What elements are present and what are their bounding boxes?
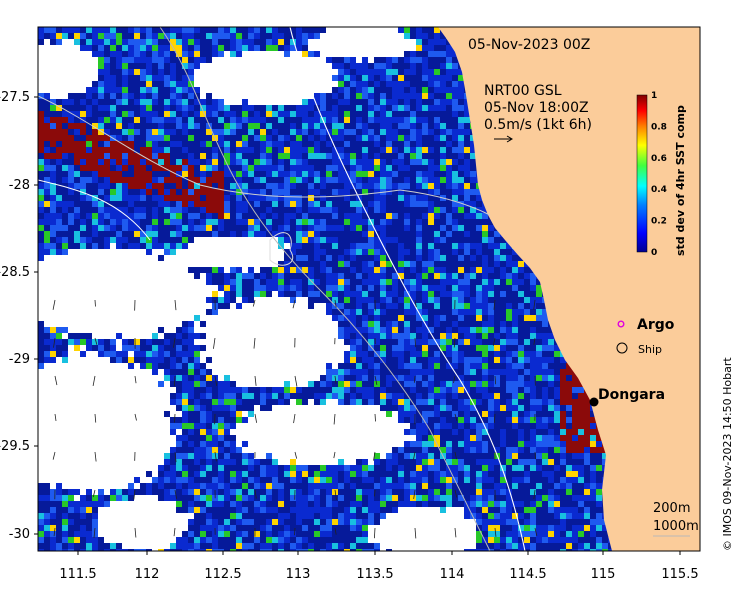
- ship-legend-label: Ship: [638, 343, 662, 356]
- isobath-island-ring: [269, 232, 293, 266]
- lon-tick-label: 113: [286, 567, 311, 582]
- dongara-dot: [589, 397, 599, 407]
- colorbar-tick-label: 0.6: [651, 154, 667, 164]
- current-info-line1: NRT00 GSL: [484, 83, 562, 99]
- lon-tick-label: 112.5: [204, 567, 241, 582]
- argo-marker-icon: [617, 320, 625, 328]
- lat-tick-label: -29.5: [0, 439, 30, 454]
- isobath-legend-shallow: 200m: [653, 501, 690, 516]
- lat-tick-label: -28.5: [0, 265, 30, 280]
- lon-tick-label: 114.5: [509, 567, 546, 582]
- lon-tick-label: 111.5: [59, 567, 96, 582]
- argo-legend-label: Argo: [637, 317, 675, 333]
- lat-tick-label: -28: [9, 178, 30, 193]
- colorbar-tick-label: 0.4: [651, 185, 667, 195]
- map-border: [37, 26, 701, 552]
- lon-tick-label: 112: [135, 567, 160, 582]
- lat-tick-label: -30: [9, 527, 30, 542]
- lon-tick-label: 114: [440, 567, 465, 582]
- colorbar-tick-label: 0.8: [651, 122, 667, 132]
- isobath-200m-shelf: [38, 95, 491, 216]
- lon-tick-label: 113.5: [356, 567, 393, 582]
- isobath-1000m: [289, 27, 526, 551]
- dongara-label: Dongara: [598, 387, 665, 403]
- lat-tick-label: -29: [9, 352, 30, 367]
- lon-tick-label: 115: [591, 567, 616, 582]
- isobath-200m: [159, 27, 491, 551]
- current-scale-arrow: [494, 135, 513, 143]
- colorbar: [636, 94, 648, 253]
- colorbar-tick-label: 1: [651, 91, 657, 101]
- current-vectors: [52, 299, 538, 539]
- land: [438, 27, 700, 551]
- colorbar-label: std dev of 4hr SST comp: [674, 105, 687, 256]
- current-info-line2: 05-Nov 18:00Z: [484, 100, 589, 116]
- isobath-1000m-shelf: [38, 179, 151, 241]
- map-content: [38, 27, 700, 551]
- isobath-legend-deep: 1000m: [653, 519, 699, 534]
- lat-tick-label: -27.5: [0, 90, 30, 105]
- colorbar-tick-label: 0: [651, 248, 657, 258]
- lon-tick-label: 115.5: [661, 567, 698, 582]
- axes: 111.5 112 112.5 113 113.5 114 114.5 115 115.5 -27…: [0, 90, 699, 582]
- colorbar-ticks: 1 0.8 0.6 0.4 0.2 0: [651, 91, 667, 258]
- ship-marker-icon: [616, 342, 628, 354]
- date-label: 05-Nov-2023 00Z: [468, 37, 590, 53]
- credit-text: © IMOS 09-Nov-2023 14:50 Hobart: [721, 357, 734, 551]
- colorbar-tick-label: 0.2: [651, 217, 667, 227]
- current-info-line3: 0.5m/s (1kt 6h): [484, 117, 592, 133]
